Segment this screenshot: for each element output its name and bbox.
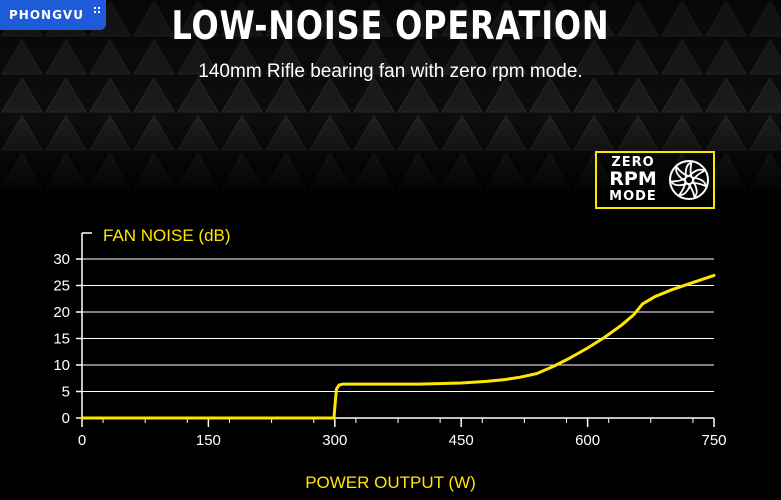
- y-tick-label: 0: [62, 410, 70, 427]
- badge-line2: RPM: [609, 168, 657, 190]
- x-tick-label: 450: [449, 432, 474, 449]
- x-tick-label: 600: [575, 432, 600, 449]
- page-subtitle: 140mm Rifle bearing fan with zero rpm mo…: [198, 61, 583, 82]
- brand-dots-icon: [94, 7, 100, 13]
- x-axis-label: POWER OUTPUT (W): [305, 473, 476, 492]
- zero-rpm-badge: ZERO RPM MODE: [595, 151, 715, 209]
- badge-line1: ZERO: [611, 155, 655, 170]
- brand-logo: PHONGVU: [0, 0, 106, 30]
- series-line-0: [80, 273, 716, 420]
- y-tick-label: 5: [62, 384, 70, 401]
- fan-icon: [669, 160, 709, 200]
- y-axis-label: FAN NOISE (dB): [103, 226, 231, 245]
- x-tick-label: 750: [701, 432, 726, 449]
- x-tick-label: 0: [78, 432, 86, 449]
- y-tick-label: 15: [53, 331, 70, 348]
- x-tick-label: 150: [196, 432, 221, 449]
- badge-line3: MODE: [609, 189, 657, 204]
- brand-label: PHONGVU: [9, 8, 84, 22]
- y-tick-label: 20: [53, 304, 70, 321]
- page-title: LOW-NOISE OPERATION: [171, 4, 610, 49]
- y-tick-label: 25: [53, 278, 70, 295]
- y-tick-label: 30: [53, 251, 70, 268]
- y-tick-label: 10: [53, 357, 70, 374]
- x-tick-label: 300: [322, 432, 347, 449]
